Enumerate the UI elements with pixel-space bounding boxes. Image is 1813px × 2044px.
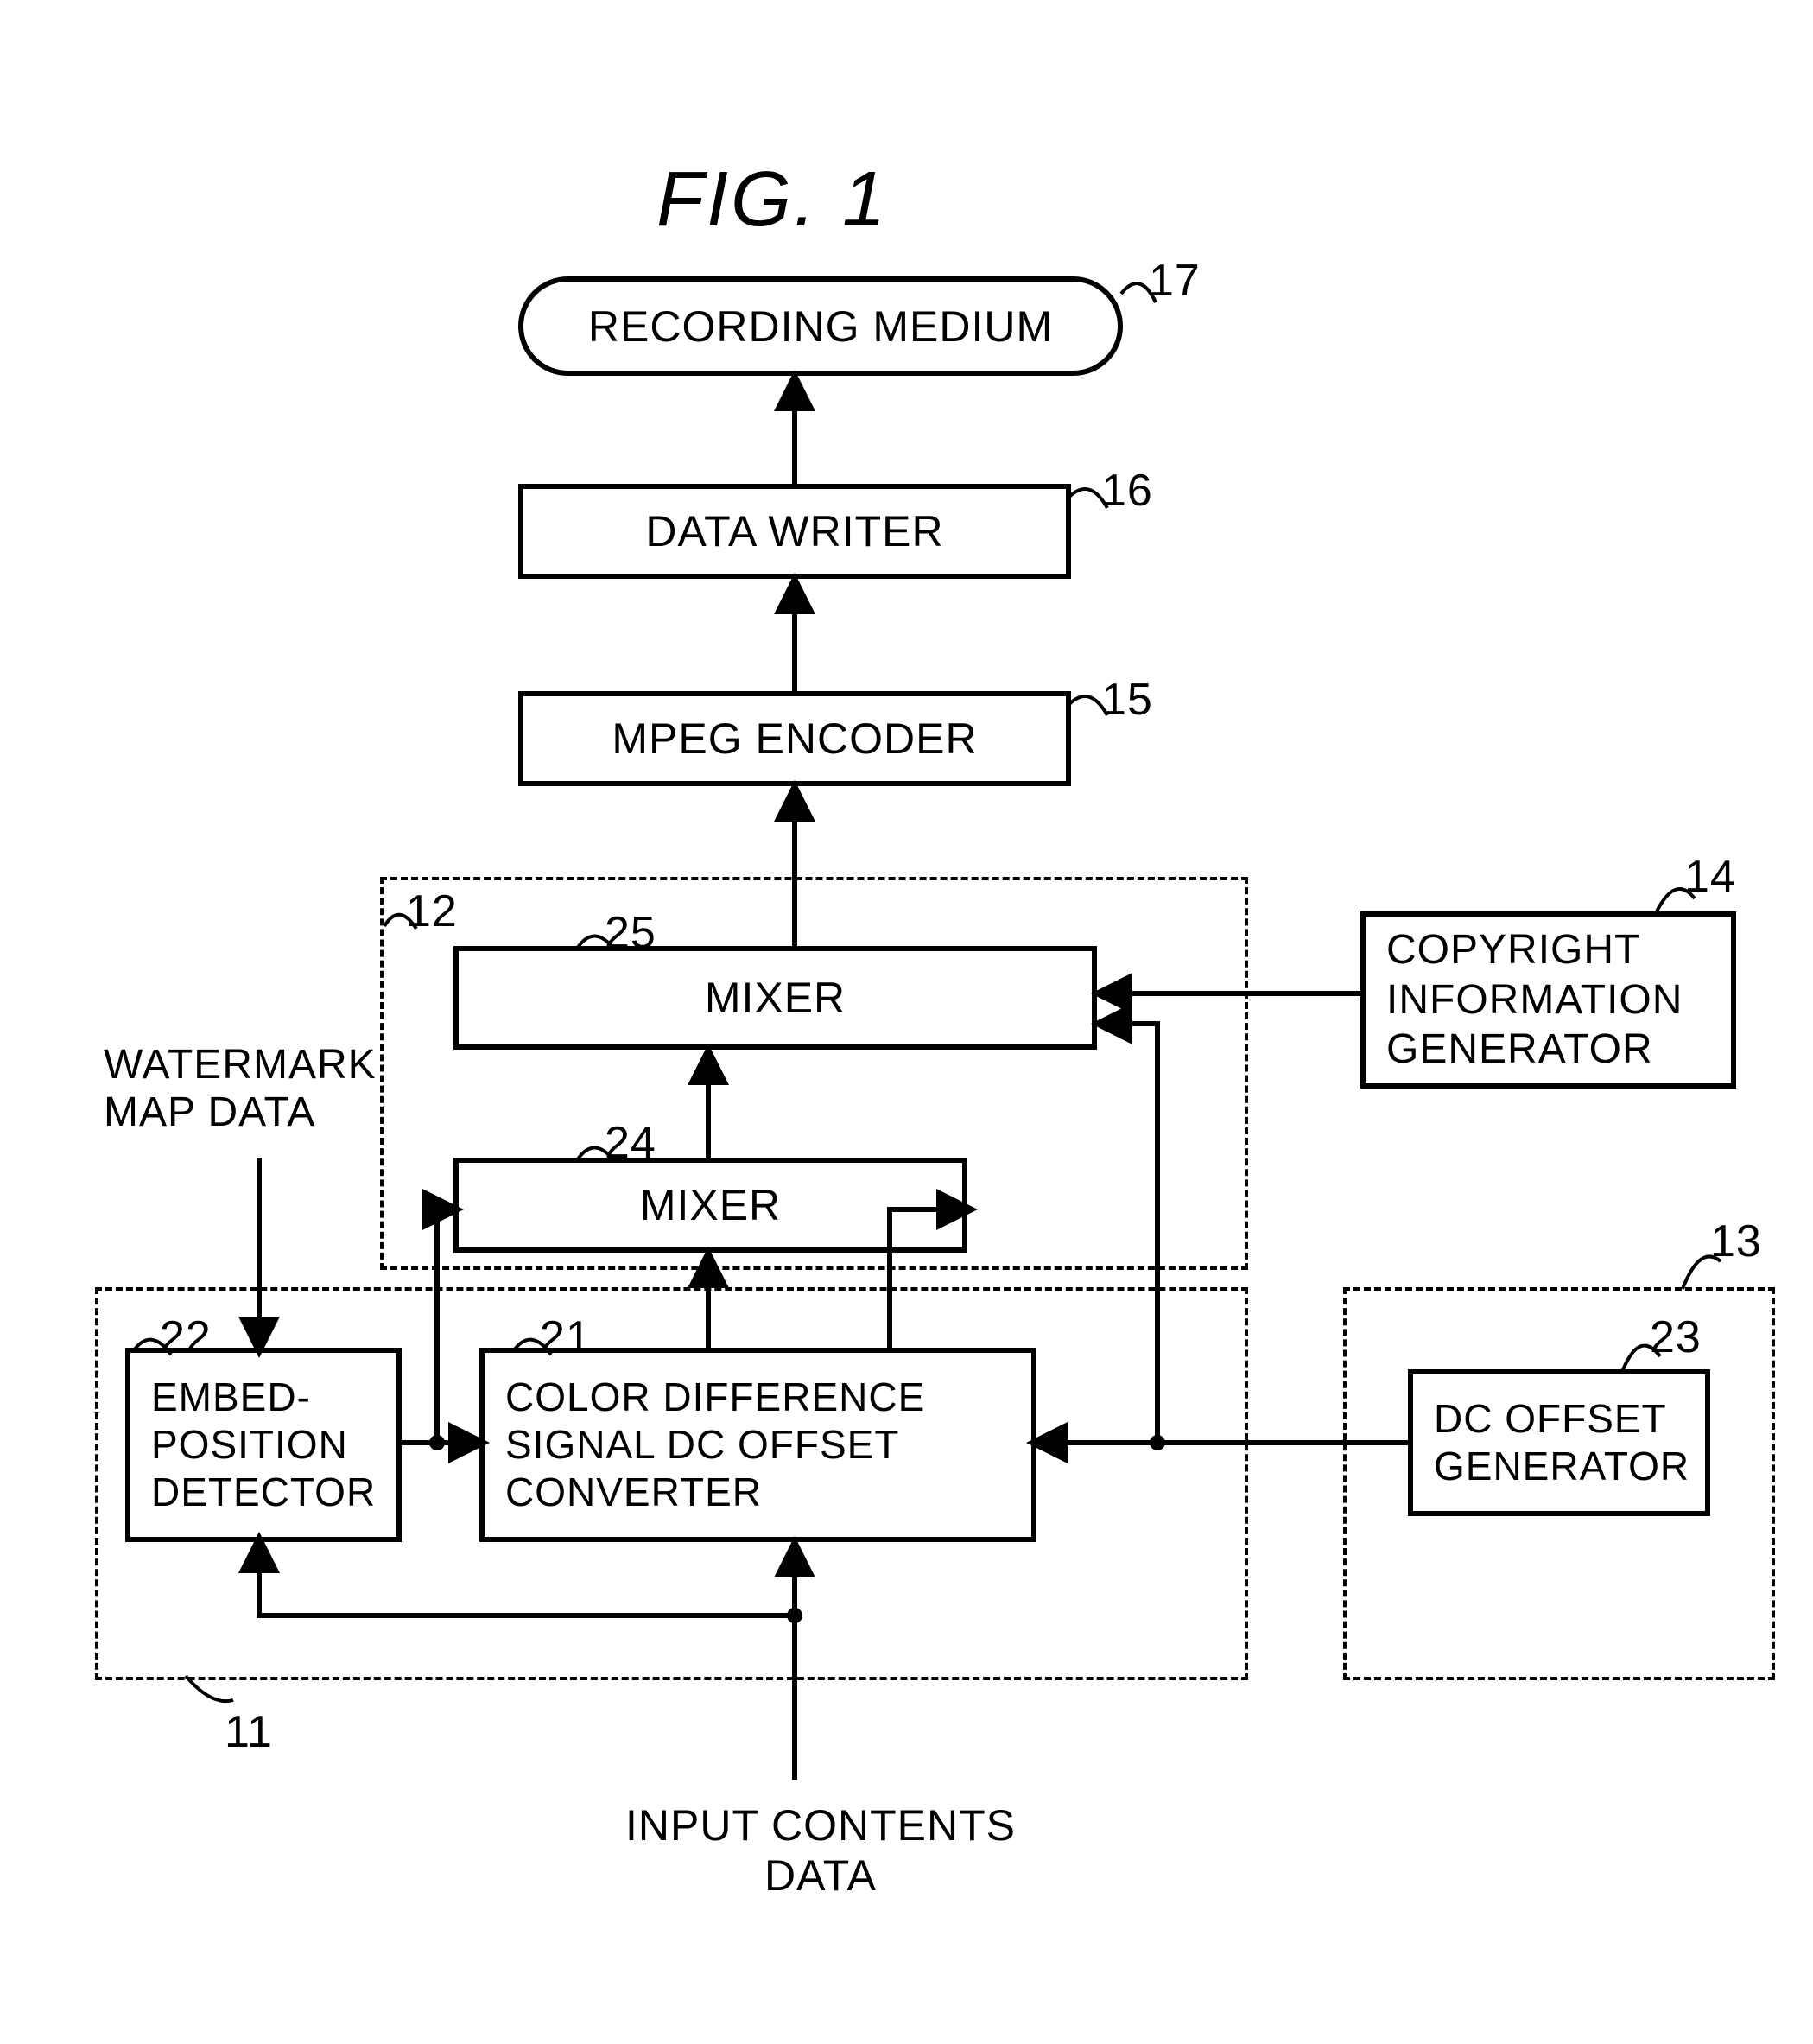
input-label: INPUT CONTENTS DATA bbox=[587, 1801, 1054, 1901]
ref-23: 23 bbox=[1650, 1311, 1702, 1363]
node-label: COPYRIGHT INFORMATION GENERATOR bbox=[1386, 925, 1683, 1075]
ref-17: 17 bbox=[1149, 255, 1201, 307]
node-mpeg-encoder: MPEG ENCODER bbox=[518, 691, 1071, 786]
node-label: DC OFFSET GENERATOR bbox=[1434, 1395, 1689, 1490]
node-embed-position-detector: EMBED- POSITION DETECTOR bbox=[125, 1348, 402, 1542]
node-data-writer: DATA WRITER bbox=[518, 484, 1071, 579]
node-label: MIXER bbox=[705, 973, 846, 1023]
ref-16: 16 bbox=[1101, 465, 1153, 517]
watermark-label: WATERMARK MAP DATA bbox=[104, 1041, 377, 1136]
diagram-stage: FIG. 1 RECORDING MEDIUM DATA WRITER MPEG… bbox=[0, 0, 1813, 2044]
figure-title: FIG. 1 bbox=[656, 156, 888, 244]
node-label: COLOR DIFFERENCE SIGNAL DC OFFSET CONVER… bbox=[505, 1374, 925, 1517]
ref-25: 25 bbox=[605, 907, 656, 959]
ref-21: 21 bbox=[540, 1311, 592, 1363]
ref-22: 22 bbox=[160, 1311, 212, 1363]
node-label: DATA WRITER bbox=[645, 506, 943, 556]
node-mixer-25: MIXER bbox=[453, 946, 1097, 1050]
ref-14: 14 bbox=[1684, 851, 1736, 903]
ref-11: 11 bbox=[225, 1706, 273, 1758]
node-dc-offset-generator: DC OFFSET GENERATOR bbox=[1408, 1369, 1710, 1516]
node-label: EMBED- POSITION DETECTOR bbox=[151, 1374, 376, 1517]
ref-24: 24 bbox=[605, 1117, 656, 1169]
ref-13: 13 bbox=[1710, 1216, 1762, 1267]
node-copyright-generator: COPYRIGHT INFORMATION GENERATOR bbox=[1360, 911, 1736, 1089]
node-label: MIXER bbox=[640, 1180, 781, 1230]
node-color-diff-converter: COLOR DIFFERENCE SIGNAL DC OFFSET CONVER… bbox=[479, 1348, 1036, 1542]
node-label: RECORDING MEDIUM bbox=[588, 302, 1053, 352]
node-label: MPEG ENCODER bbox=[612, 714, 977, 764]
node-recording-medium: RECORDING MEDIUM bbox=[518, 276, 1123, 376]
ref-12: 12 bbox=[406, 886, 458, 937]
ref-15: 15 bbox=[1101, 674, 1153, 726]
node-mixer-24: MIXER bbox=[453, 1158, 967, 1253]
